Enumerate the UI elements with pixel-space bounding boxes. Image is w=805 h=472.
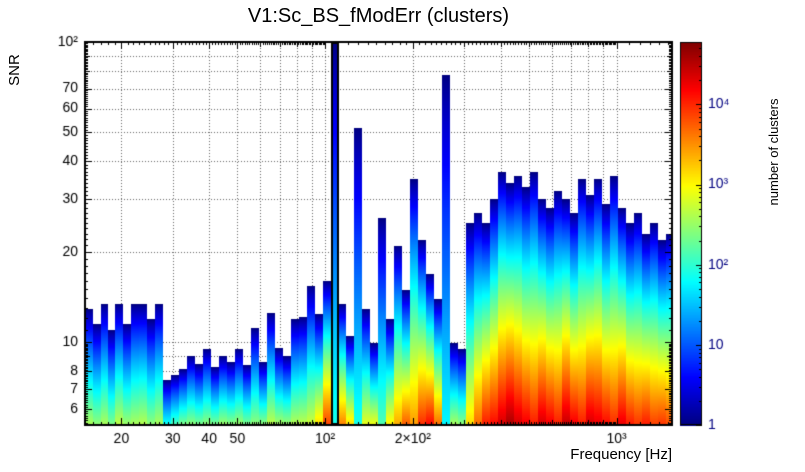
cluster-heatmap-figure: V1:Sc_BS_fModErr (clusters) SNR Frequenc… <box>0 0 805 472</box>
snr-frequency-heatmap-canvas <box>0 0 805 472</box>
